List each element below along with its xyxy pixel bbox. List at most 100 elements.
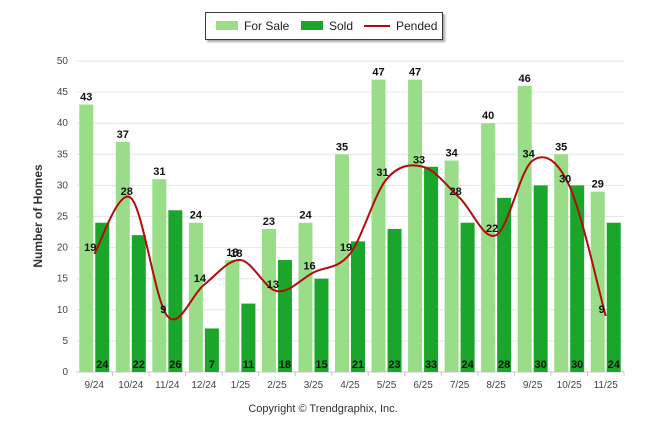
copyright-text: Copyright © Trendgraphix, Inc. — [248, 403, 398, 415]
data-label-pended: 19 — [84, 242, 96, 254]
bar-sold — [241, 303, 256, 372]
bar-sold — [204, 328, 219, 372]
data-label-sold: 22 — [133, 359, 145, 371]
data-label-for-sale: 43 — [80, 92, 92, 104]
y-tick-label: 45 — [57, 87, 69, 98]
bar-sold — [460, 222, 475, 372]
bar-for-sale — [335, 154, 349, 372]
x-tick-label: 4/25 — [340, 380, 360, 391]
grid-lines — [76, 60, 624, 373]
data-label-sold: 23 — [388, 359, 400, 371]
bar-for-sale — [298, 222, 313, 372]
data-label-for-sale: 18 — [226, 247, 238, 259]
legend-swatch-pended — [364, 25, 390, 27]
bar-for-sale — [408, 79, 423, 372]
x-tick-label: 9/24 — [85, 380, 105, 391]
legend: For Sale Sold Pended — [205, 12, 443, 40]
data-label-sold: 24 — [461, 359, 474, 371]
x-tick-label: 10/25 — [557, 380, 582, 391]
legend-swatch-sold — [301, 21, 323, 30]
x-tick-label: 11/24 — [155, 380, 180, 391]
data-label-sold: 7 — [209, 359, 215, 371]
data-label-for-sale: 40 — [482, 110, 494, 122]
bar-sold — [570, 185, 585, 372]
bar-sold — [387, 228, 402, 372]
bar-for-sale — [225, 260, 240, 372]
data-label-sold: 26 — [169, 359, 181, 371]
bar-for-sale — [261, 228, 276, 372]
data-label-for-sale: 46 — [519, 73, 531, 85]
data-label-for-sale: 37 — [117, 129, 129, 141]
data-label-pended: 14 — [194, 273, 207, 285]
x-tick-label: 11/25 — [594, 380, 619, 391]
bar-for-sale — [188, 222, 203, 372]
x-tick-label: 1/25 — [231, 380, 251, 391]
data-label-for-sale: 34 — [445, 148, 458, 160]
data-label-pended: 34 — [523, 149, 536, 161]
legend-label: Sold — [329, 19, 354, 33]
data-label-sold: 30 — [535, 359, 547, 371]
data-label-sold: 24 — [96, 359, 109, 371]
x-axis: 9/24 10/24 11/24 12/24 1/25 2/25 3/25 4/25 5/25 6… — [85, 372, 625, 391]
y-tick-label: 30 — [57, 180, 69, 191]
bar-for-sale — [115, 141, 130, 372]
bar-for-sale — [517, 85, 532, 372]
pended-line-path — [93, 156, 607, 321]
data-label-for-sale: 47 — [372, 67, 384, 79]
data-label-sold: 18 — [279, 359, 291, 371]
data-label-pended: 9 — [160, 304, 166, 316]
y-tick-label: 50 — [57, 56, 69, 67]
x-tick-label: 3/25 — [304, 380, 324, 391]
data-label-for-sale: 24 — [299, 210, 312, 222]
bar-sold — [533, 185, 548, 372]
data-label-pended: 33 — [413, 155, 425, 167]
x-tick-label: 2/25 — [267, 380, 287, 391]
data-label-sold: 24 — [608, 359, 621, 371]
data-label-pended: 30 — [559, 173, 571, 185]
data-label-pended: 31 — [376, 167, 388, 179]
x-tick-label: 6/25 — [413, 380, 433, 391]
bar-sold — [497, 197, 512, 372]
data-label-for-sale: 29 — [592, 179, 604, 191]
y-axis: 0 5 10 15 20 25 30 35 40 45 50 — [57, 56, 69, 378]
data-label-for-sale: 31 — [153, 166, 165, 178]
bar-sold — [95, 222, 110, 372]
bar-sold — [606, 222, 621, 372]
y-tick-label: 5 — [62, 336, 68, 347]
x-tick-label: 12/24 — [191, 380, 216, 391]
pended-line — [93, 156, 607, 321]
x-tick-label: 10/24 — [118, 380, 143, 391]
data-label-pended: 28 — [449, 186, 461, 198]
bar-for-sale — [481, 123, 496, 372]
data-label-pended: 19 — [340, 242, 352, 254]
y-tick-label: 25 — [57, 212, 69, 223]
data-label-for-sale: 35 — [555, 141, 567, 153]
bar-sold — [277, 260, 292, 372]
bar-for-sale — [444, 160, 459, 372]
bar-for-sale — [79, 104, 94, 372]
y-tick-label: 20 — [57, 243, 69, 254]
data-label-for-sale: 24 — [190, 210, 203, 222]
data-label-pended: 9 — [599, 304, 605, 316]
x-tick-label: 7/25 — [450, 380, 470, 391]
bar-sold — [351, 241, 365, 372]
bars — [79, 79, 621, 372]
bar-sold — [314, 278, 329, 372]
data-label-pended: 16 — [303, 260, 315, 272]
legend-swatch-for-sale — [216, 21, 238, 30]
data-labels: 43 24 37 22 31 26 24 7 18 11 23 18 24 15 35 21 47 23 47 33 3… — [80, 67, 621, 371]
bar-sold — [131, 235, 146, 372]
data-label-sold: 28 — [498, 359, 510, 371]
data-label-sold: 33 — [425, 359, 437, 371]
data-label-sold: 15 — [315, 359, 327, 371]
y-axis-title: Number of Homes — [31, 164, 45, 268]
data-label-pended: 22 — [486, 223, 498, 235]
y-tick-label: 10 — [57, 305, 69, 316]
y-tick-label: 15 — [57, 274, 69, 285]
data-label-sold: 30 — [571, 359, 583, 371]
x-tick-label: 9/25 — [523, 380, 543, 391]
bar-sold — [424, 166, 439, 372]
bar-sold — [168, 210, 183, 372]
data-label-for-sale: 35 — [336, 141, 348, 153]
